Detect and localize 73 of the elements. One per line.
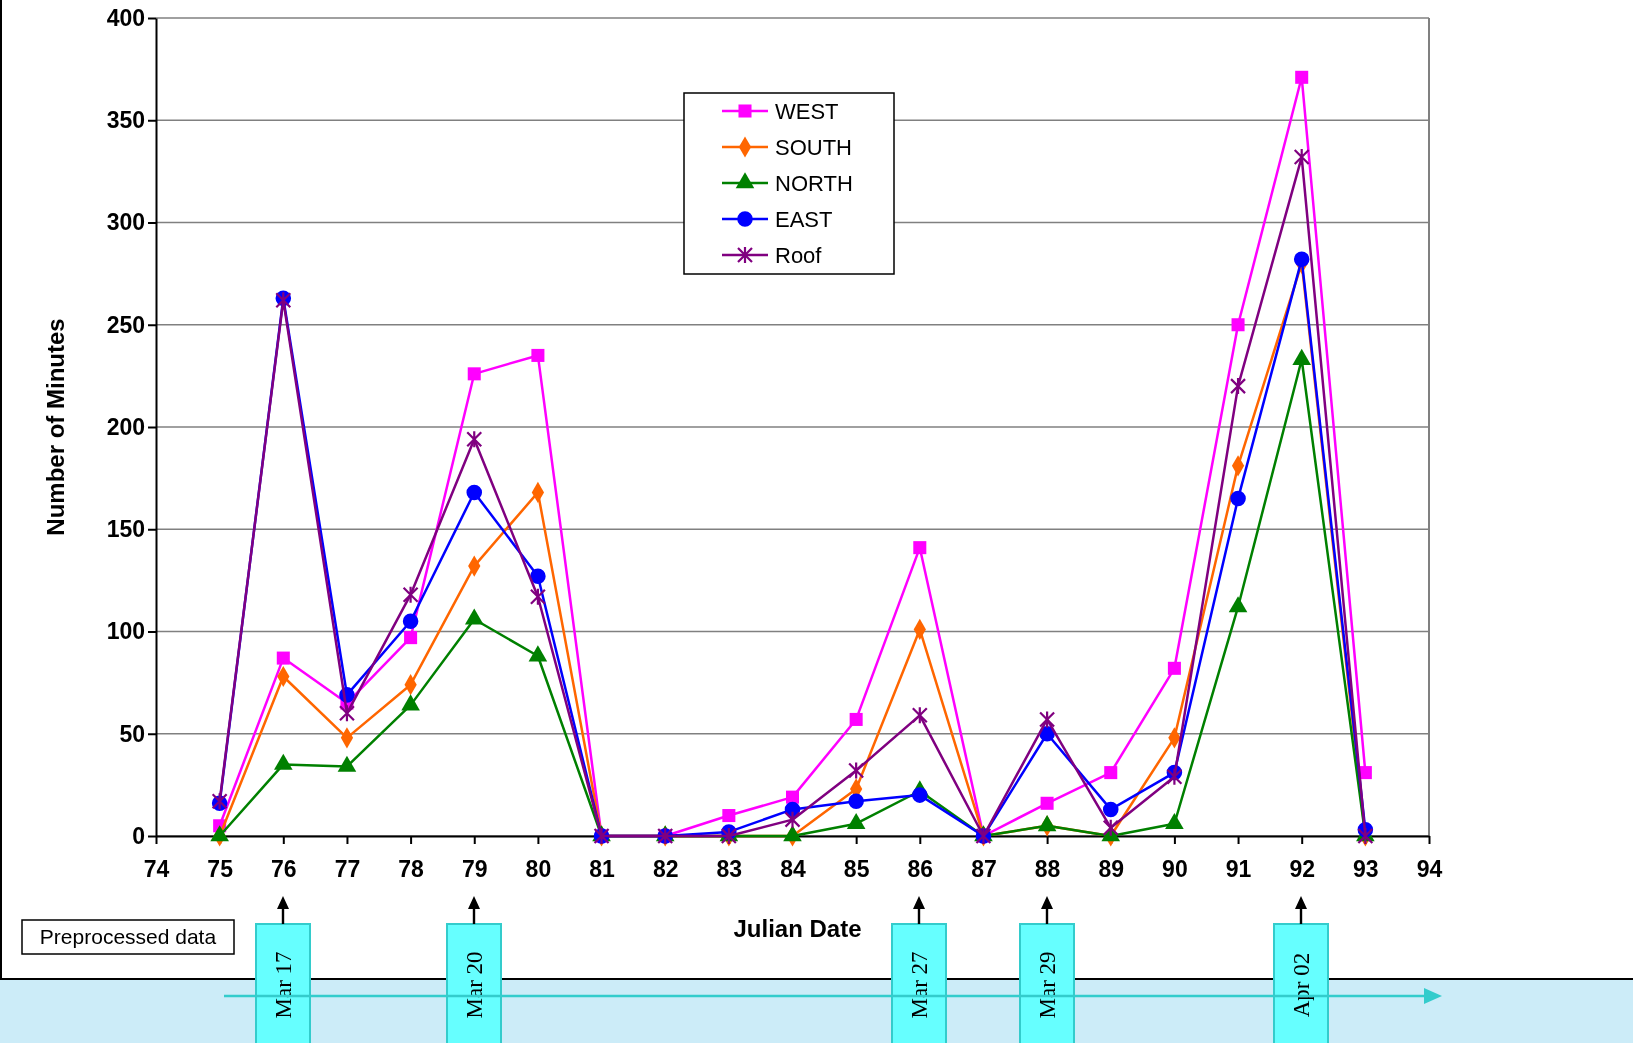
point xyxy=(466,484,483,501)
y-tick-label: 200 xyxy=(106,413,145,440)
legend-label: WEST xyxy=(775,99,839,124)
point xyxy=(531,348,545,362)
point xyxy=(402,613,419,630)
point xyxy=(913,541,927,555)
x-tick-label: 92 xyxy=(1289,855,1315,882)
point xyxy=(722,809,736,823)
point xyxy=(1293,147,1310,167)
x-axis-title: Julian Date xyxy=(733,915,862,942)
x-tick-label: 85 xyxy=(843,855,870,882)
y-tick-label: 250 xyxy=(106,311,145,338)
x-tick-label: 83 xyxy=(716,855,743,882)
x-tick-label: 88 xyxy=(1034,855,1061,882)
point xyxy=(275,291,292,310)
x-tick-label: 76 xyxy=(271,855,297,882)
point xyxy=(276,651,290,665)
legend-label: SOUTH xyxy=(775,135,852,160)
point xyxy=(530,568,546,585)
point xyxy=(848,761,865,780)
x-tick-label: 74 xyxy=(143,855,170,882)
point xyxy=(404,631,418,645)
x-tick-label: 79 xyxy=(461,855,488,882)
point xyxy=(1102,801,1119,818)
point xyxy=(1231,318,1245,332)
point xyxy=(402,585,419,604)
point xyxy=(1293,251,1310,268)
y-tick-label: 150 xyxy=(106,516,145,543)
y-tick-label: 350 xyxy=(106,107,145,134)
point xyxy=(1040,796,1054,810)
point xyxy=(1167,661,1181,675)
y-tick-label: 400 xyxy=(106,4,145,31)
x-tick-label: 77 xyxy=(334,855,361,882)
x-tick-label: 93 xyxy=(1353,855,1379,882)
x-tick-label: 90 xyxy=(1162,855,1188,882)
text: Preprocessed data xyxy=(39,925,217,948)
point xyxy=(1229,377,1247,396)
x-tick-label: 81 xyxy=(589,855,616,882)
point xyxy=(848,793,864,809)
x-tick-label: 94 xyxy=(1416,855,1443,882)
point xyxy=(1230,490,1246,507)
point xyxy=(1295,70,1309,84)
point xyxy=(338,704,356,723)
x-tick-label: 80 xyxy=(525,855,552,882)
point xyxy=(1039,710,1056,729)
legend-label: EAST xyxy=(775,207,833,232)
y-tick-label: 50 xyxy=(119,720,145,747)
x-tick-label: 82 xyxy=(652,855,679,882)
legend-label: Roof xyxy=(775,243,823,268)
x-tick-label: 87 xyxy=(971,855,997,882)
point xyxy=(1102,818,1119,837)
point xyxy=(849,712,863,726)
point xyxy=(466,430,483,449)
x-tick-label: 89 xyxy=(1098,855,1125,882)
x-tick-label: 78 xyxy=(398,855,425,882)
y-tick-label: 100 xyxy=(106,618,145,645)
point xyxy=(467,367,481,381)
y-tick-label: 0 xyxy=(132,822,145,849)
point xyxy=(785,790,800,804)
x-tick-label: 86 xyxy=(907,855,934,882)
point xyxy=(911,706,928,725)
x-tick-label: 84 xyxy=(780,855,806,882)
point xyxy=(1166,767,1183,786)
point xyxy=(529,587,546,606)
text: Apr 02 xyxy=(1289,952,1314,1018)
x-tick-label: 91 xyxy=(1225,855,1252,882)
x-tick-label: 75 xyxy=(207,855,234,882)
legend-label: NORTH xyxy=(775,171,853,196)
point xyxy=(1104,766,1118,780)
point xyxy=(784,810,801,829)
y-tick-label: 300 xyxy=(106,209,145,236)
point xyxy=(912,787,928,803)
y-axis-title: Number of Minutes xyxy=(42,318,69,536)
